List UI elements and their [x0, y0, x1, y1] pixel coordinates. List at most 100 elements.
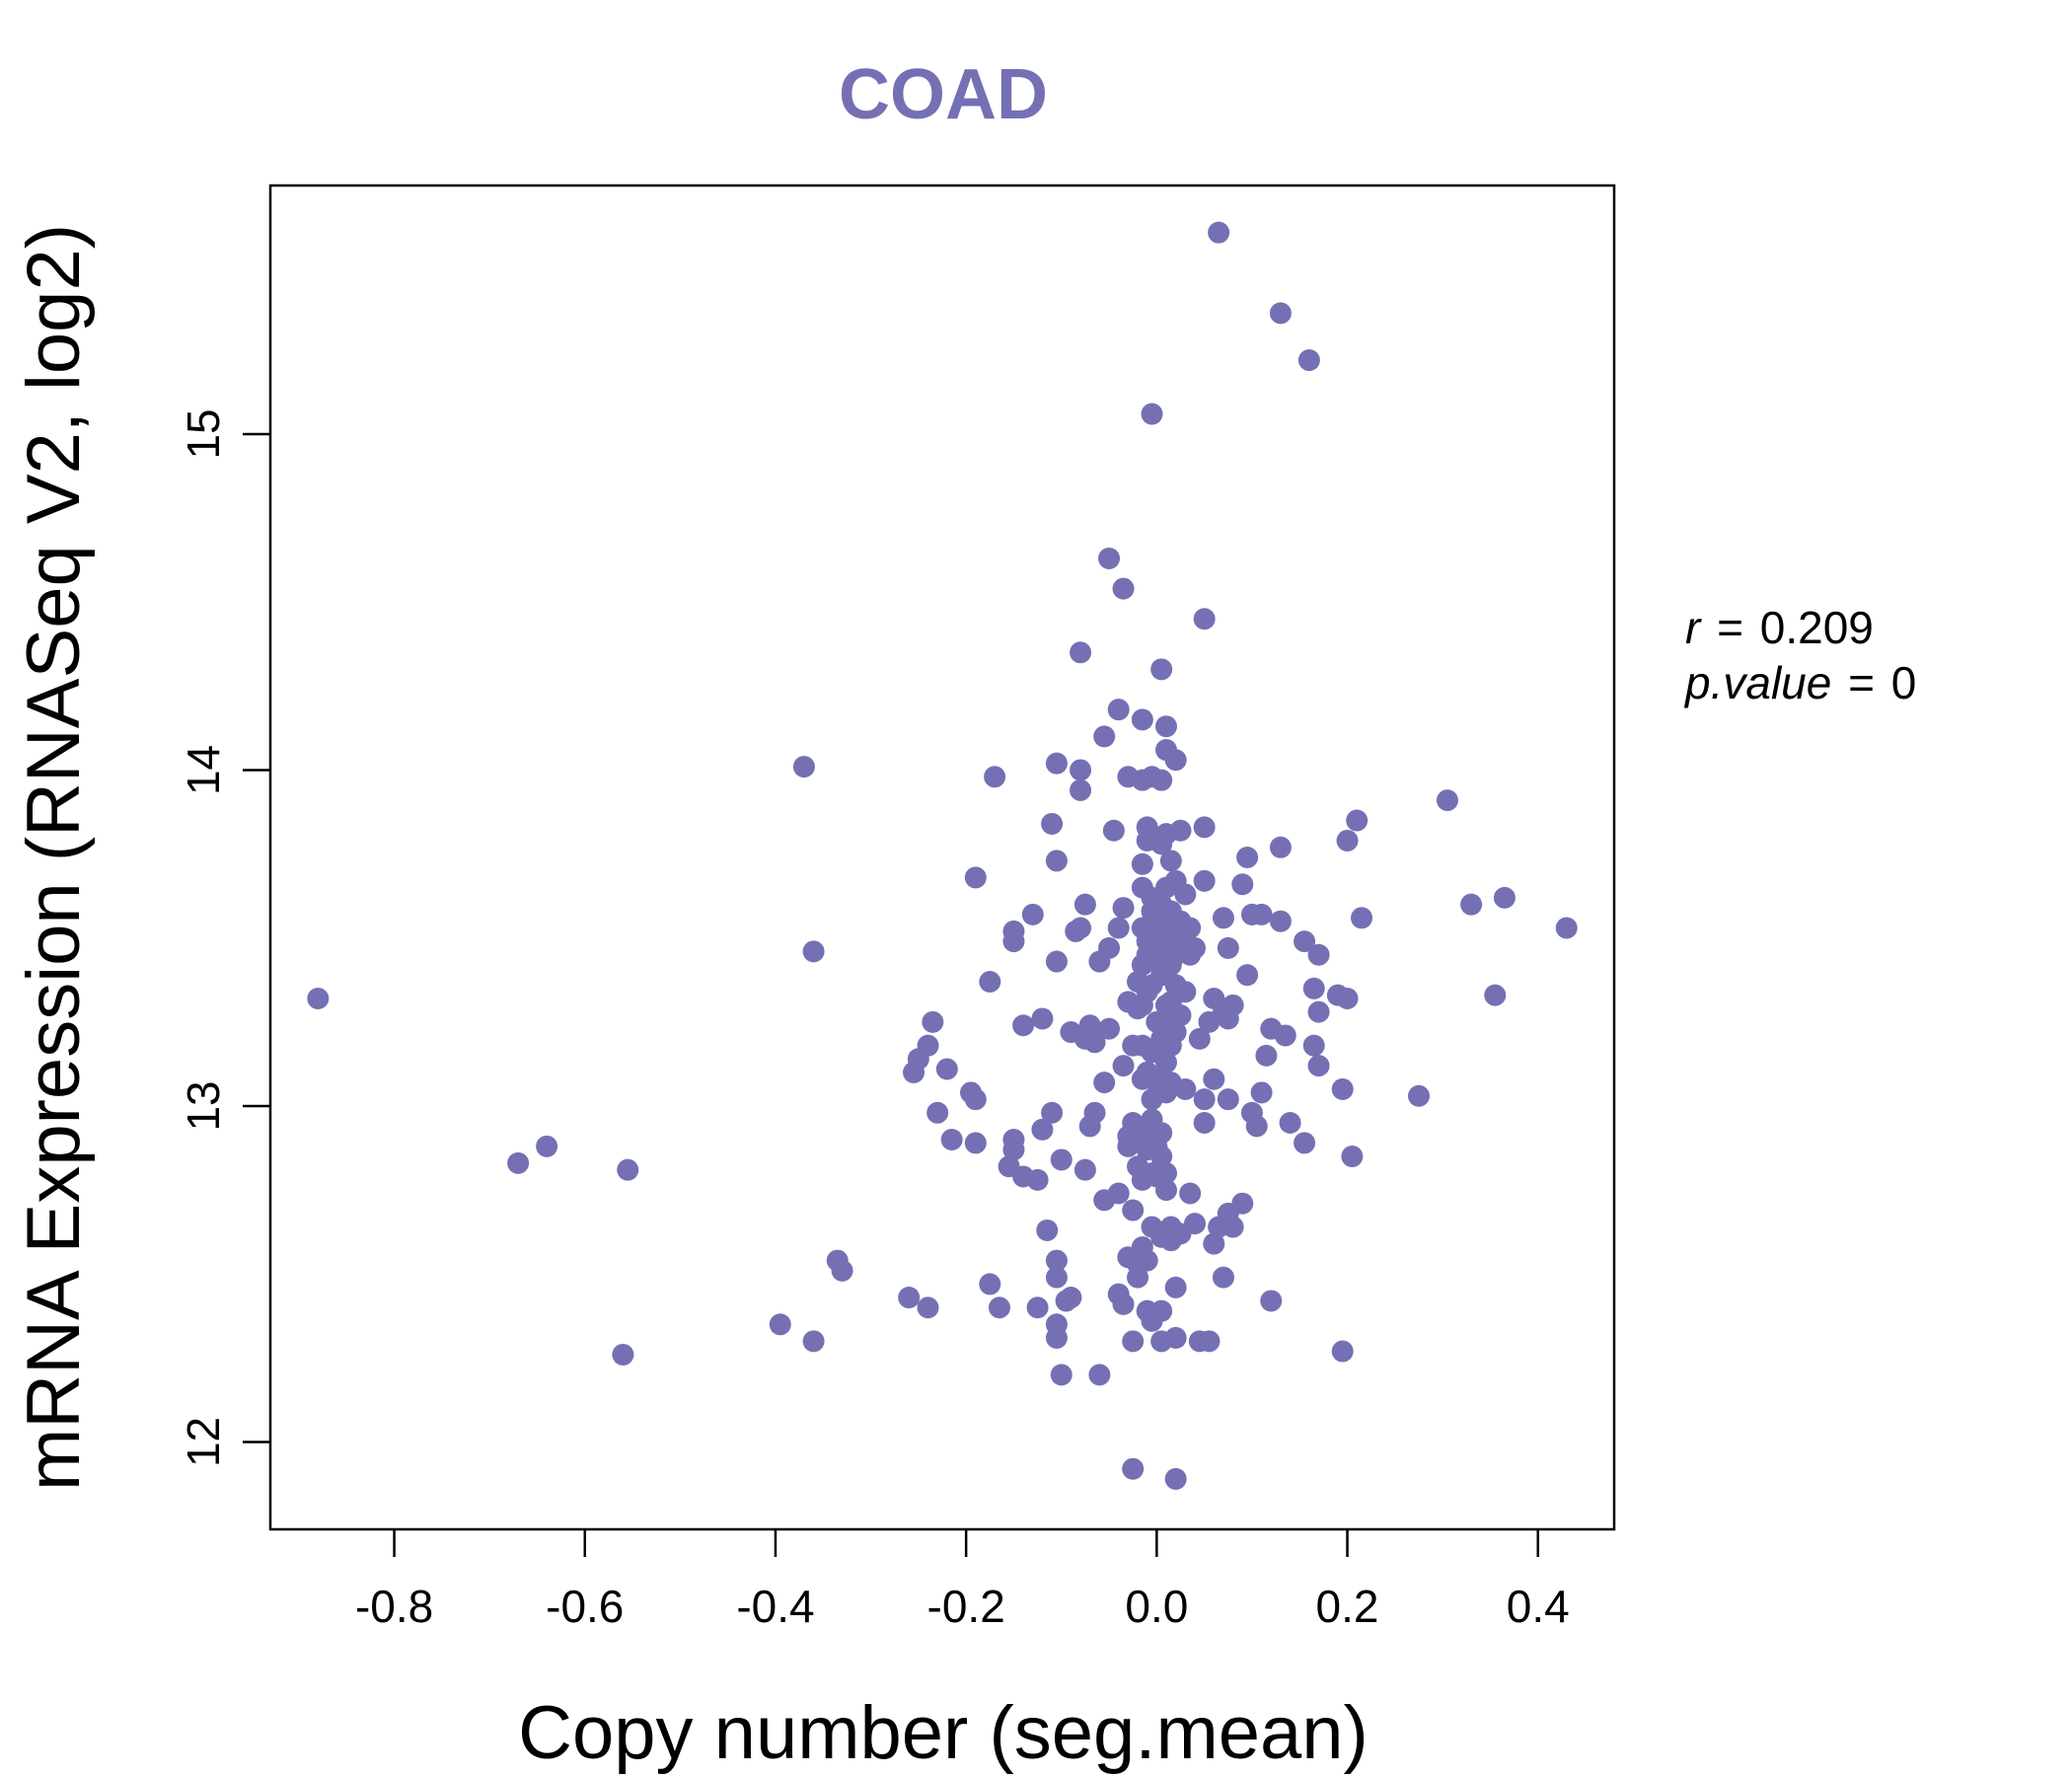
- data-point: [1045, 752, 1068, 775]
- data-point: [1302, 1034, 1325, 1057]
- data-point: [536, 1135, 558, 1157]
- data-point: [1102, 819, 1125, 842]
- data-point: [1107, 917, 1130, 939]
- data-point: [1193, 1088, 1216, 1111]
- data-point: [1484, 984, 1507, 1006]
- data-point: [1294, 930, 1316, 953]
- y-tick-label: 14: [178, 745, 229, 795]
- data-point: [1026, 1296, 1049, 1319]
- data-point: [1297, 349, 1320, 372]
- data-point: [984, 766, 1006, 788]
- data-point: [1231, 1192, 1254, 1215]
- data-point: [1112, 1293, 1135, 1315]
- data-point: [1131, 852, 1153, 875]
- data-point: [1141, 403, 1163, 425]
- data-point: [1150, 769, 1173, 791]
- data-point: [1098, 1017, 1121, 1040]
- data-point: [1179, 917, 1202, 939]
- data-point: [1436, 789, 1458, 812]
- data-point: [1045, 850, 1068, 872]
- data-point: [1112, 897, 1135, 920]
- data-point: [1045, 1326, 1068, 1349]
- data-point: [1407, 1084, 1430, 1107]
- data-point: [1150, 1299, 1173, 1322]
- x-tick-label: -0.6: [546, 1581, 624, 1632]
- stat-p-eq: =: [1848, 657, 1875, 708]
- data-point: [1341, 1146, 1364, 1168]
- stat-p-value: 0: [1891, 657, 1917, 708]
- data-point: [964, 1088, 987, 1111]
- data-point: [1045, 1249, 1068, 1272]
- data-point: [1208, 221, 1230, 244]
- data-point: [1107, 699, 1130, 721]
- data-point: [1164, 1276, 1187, 1298]
- data-point: [1269, 836, 1292, 858]
- data-point: [1031, 1118, 1054, 1141]
- data-point: [1041, 812, 1064, 835]
- data-point: [1098, 936, 1121, 959]
- data-point: [1112, 577, 1135, 600]
- data-point: [1050, 1364, 1073, 1386]
- data-point: [1155, 715, 1177, 738]
- x-axis-title: Copy number (seg.mean): [518, 1691, 1369, 1775]
- data-point: [1122, 1330, 1145, 1353]
- data-point: [1493, 886, 1516, 909]
- data-point: [1045, 1266, 1068, 1289]
- data-point: [1070, 778, 1092, 801]
- data-point: [1060, 1287, 1082, 1309]
- data-point: [1231, 873, 1254, 896]
- y-axis-title: mRNA Expression (RNASeq V2, log2): [12, 224, 96, 1491]
- data-point: [1012, 1014, 1035, 1037]
- data-point: [926, 1101, 949, 1124]
- y-axis: 12 13 14 15: [178, 408, 270, 1467]
- y-tick-label: 12: [178, 1417, 229, 1467]
- stat-r-value: 0.209: [1760, 602, 1874, 653]
- data-point: [1045, 950, 1068, 973]
- data-point: [1174, 1077, 1197, 1100]
- data-point: [1236, 964, 1259, 987]
- data-point: [1050, 1148, 1073, 1171]
- x-tick-label: -0.4: [736, 1581, 814, 1632]
- chart-title: COAD: [839, 55, 1048, 134]
- data-point: [1026, 1168, 1049, 1191]
- data-point: [1193, 816, 1216, 839]
- data-point: [1245, 1115, 1268, 1138]
- data-point: [1093, 725, 1116, 748]
- data-point: [802, 940, 825, 963]
- data-point: [1307, 1055, 1330, 1077]
- data-point: [1002, 1129, 1025, 1151]
- data-point: [1555, 917, 1578, 939]
- data-point: [1070, 641, 1092, 664]
- data-point: [1203, 1068, 1225, 1090]
- data-point: [1193, 1111, 1216, 1134]
- data-point: [507, 1151, 530, 1174]
- data-point: [1036, 1219, 1059, 1241]
- data-point: [1150, 1146, 1173, 1168]
- data-point: [1083, 1031, 1106, 1054]
- data-point: [1169, 1004, 1192, 1027]
- data-point: [1331, 1077, 1354, 1100]
- y-tick-label: 15: [178, 408, 229, 459]
- data-point: [612, 1343, 634, 1366]
- data-point: [898, 1287, 921, 1309]
- data-point: [1236, 847, 1259, 868]
- data-point: [1174, 883, 1197, 906]
- data-point: [1460, 893, 1483, 916]
- data-point: [1155, 1162, 1177, 1185]
- data-point: [1136, 1249, 1158, 1272]
- data-point: [1179, 1182, 1202, 1205]
- data-point: [1188, 1027, 1211, 1050]
- stat-r-label: r: [1685, 602, 1702, 653]
- data-point: [1112, 1055, 1135, 1077]
- data-point: [1260, 1290, 1283, 1312]
- data-point: [1221, 1216, 1244, 1238]
- data-point: [917, 1296, 939, 1319]
- data-point: [307, 988, 330, 1010]
- data-point: [1336, 988, 1359, 1010]
- data-point: [1346, 809, 1369, 832]
- data-point: [1078, 1014, 1101, 1037]
- data-point: [964, 1132, 987, 1154]
- data-point: [1250, 1081, 1273, 1104]
- data-point: [1331, 1340, 1354, 1363]
